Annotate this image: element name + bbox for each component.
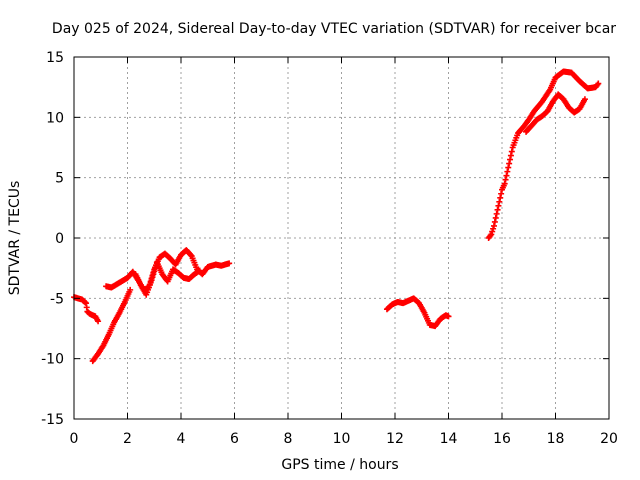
data-point xyxy=(502,176,509,183)
data-point xyxy=(494,206,501,213)
data-point xyxy=(492,214,499,221)
data-point xyxy=(496,198,503,205)
data-point xyxy=(148,277,155,284)
data-point xyxy=(149,274,156,281)
data-point xyxy=(127,286,134,293)
data-point xyxy=(489,228,496,235)
y-tick-label: 5 xyxy=(55,171,64,187)
series-segment-1b xyxy=(89,286,134,365)
data-point xyxy=(595,80,602,87)
data-point xyxy=(503,172,510,179)
y-tick-label: 0 xyxy=(55,231,64,247)
data-point xyxy=(196,267,203,274)
x-tick-label: 0 xyxy=(70,431,79,447)
x-tick-label: 8 xyxy=(284,431,293,447)
x-tick-label: 18 xyxy=(547,431,565,447)
data-marks xyxy=(71,68,602,365)
y-tick-label: 10 xyxy=(46,110,64,126)
data-point xyxy=(501,180,508,187)
data-point xyxy=(493,210,500,217)
data-point xyxy=(151,268,158,275)
x-tick-label: 20 xyxy=(600,431,618,447)
series-segment-3b xyxy=(523,91,588,135)
x-tick-label: 6 xyxy=(230,431,239,447)
data-point xyxy=(495,202,502,209)
y-tick-label: -15 xyxy=(41,412,64,428)
data-point xyxy=(498,190,505,197)
data-point xyxy=(95,318,102,325)
data-point xyxy=(226,260,233,267)
data-point xyxy=(507,156,514,163)
series-segment-2 xyxy=(383,295,452,330)
x-axis-label: GPS time / hours xyxy=(281,457,398,473)
data-point xyxy=(506,160,513,167)
data-point xyxy=(491,218,498,225)
data-point xyxy=(497,194,504,201)
data-point xyxy=(488,231,495,238)
data-point xyxy=(507,152,514,159)
series-segment-3 xyxy=(485,68,602,241)
x-tick-label: 10 xyxy=(333,431,351,447)
series-segment-1c xyxy=(103,247,233,293)
y-tick-label: -10 xyxy=(41,352,64,368)
y-tick-label: -5 xyxy=(50,291,64,307)
data-point xyxy=(445,313,452,320)
x-tick-label: 12 xyxy=(386,431,404,447)
y-tick-label: 15 xyxy=(46,50,64,66)
x-tick-label: 16 xyxy=(493,431,511,447)
data-point xyxy=(490,222,497,229)
data-point xyxy=(187,252,194,259)
series-segment-1d xyxy=(132,259,203,298)
data-point xyxy=(505,164,512,171)
y-axis-label: SDTVAR / TECUs xyxy=(7,181,23,296)
x-tick-label: 14 xyxy=(440,431,458,447)
data-point xyxy=(581,96,588,103)
axis-ticks: 0 2 4 6 8 10 12 14 16 18 20 -15 -10 -5 0 5 10 15 xyxy=(41,50,618,447)
grid-lines xyxy=(74,57,609,419)
data-point xyxy=(508,148,515,155)
data-point xyxy=(150,271,157,278)
x-tick-label: 2 xyxy=(123,431,132,447)
data-point xyxy=(504,168,511,175)
x-tick-label: 4 xyxy=(177,431,186,447)
data-point xyxy=(490,225,497,232)
chart-title: Day 025 of 2024, Sidereal Day-to-day VTE… xyxy=(52,21,616,37)
